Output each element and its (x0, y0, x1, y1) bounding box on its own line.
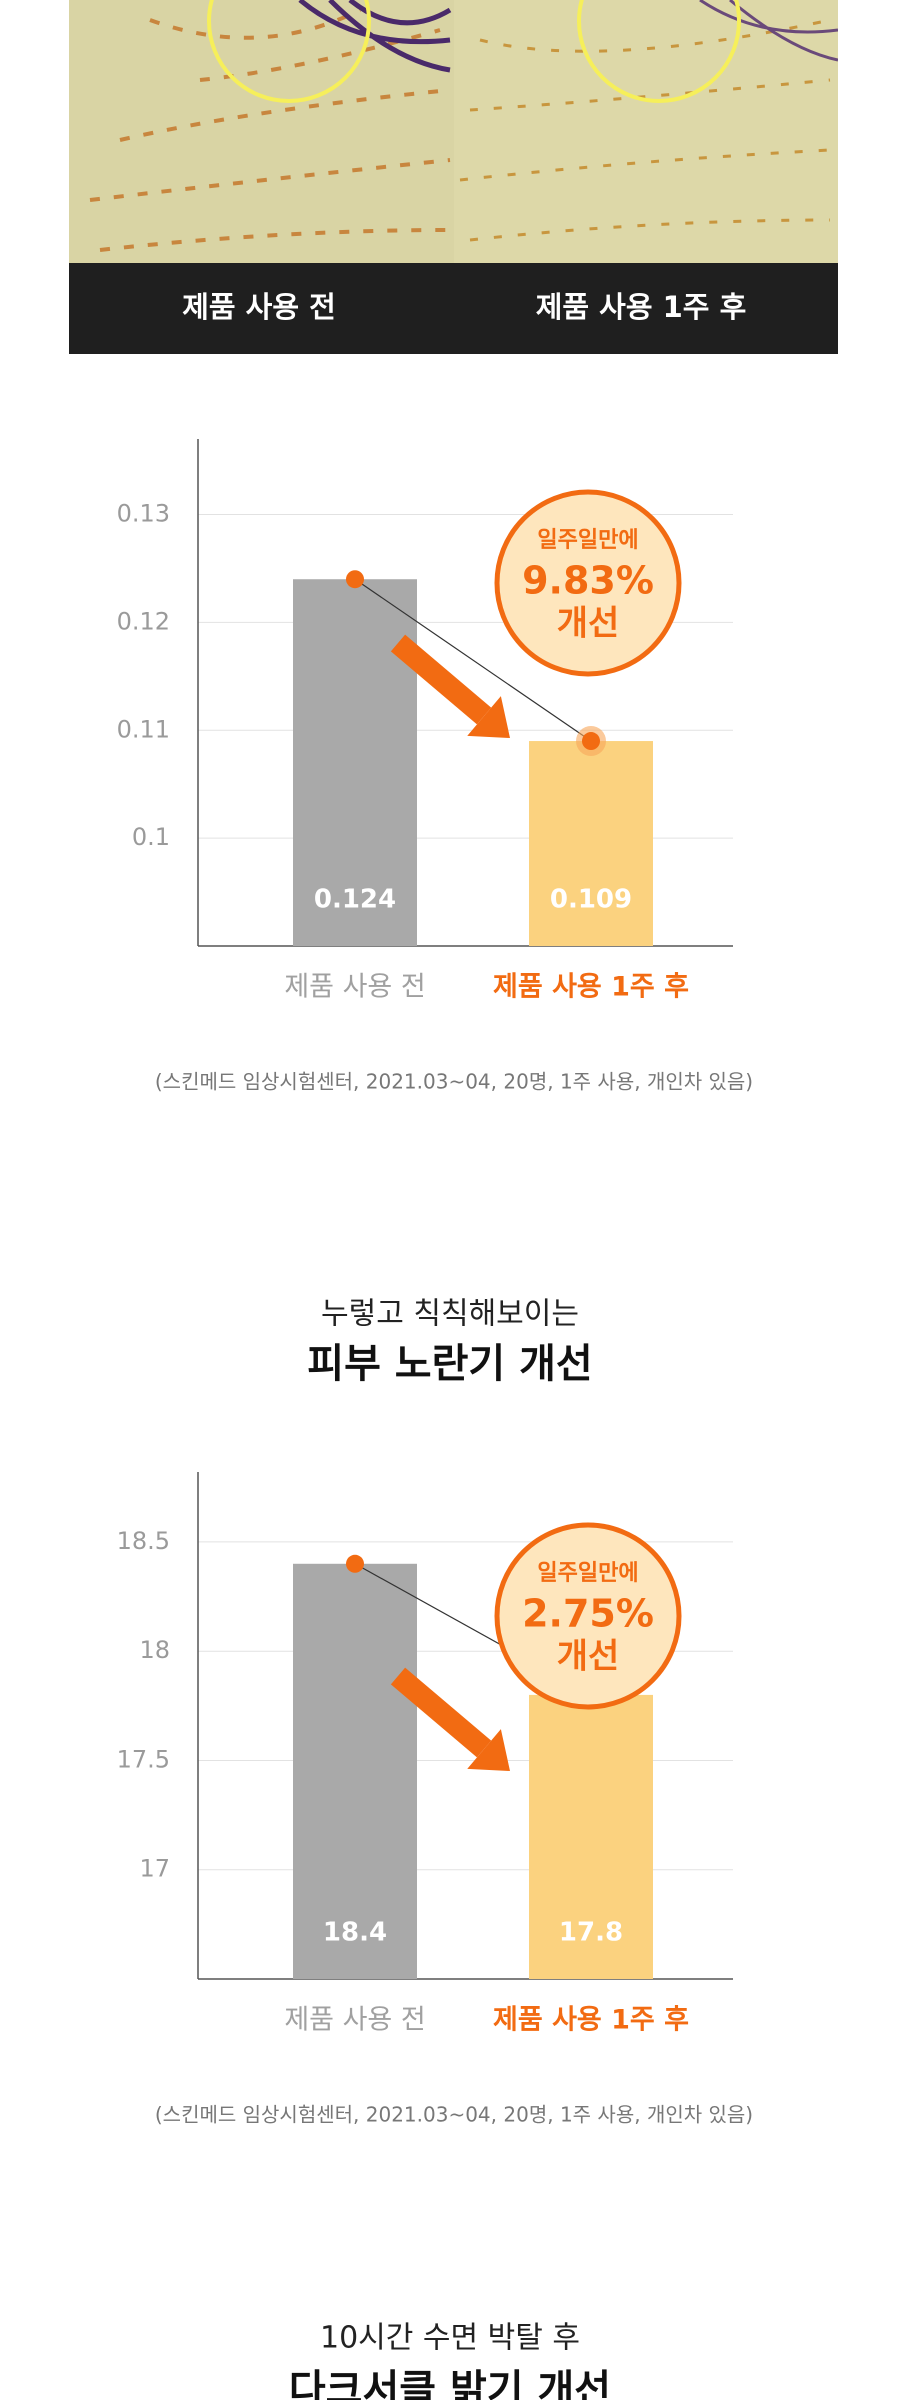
point (582, 732, 600, 751)
y-tick-label: 18.5 (117, 1527, 170, 1555)
x-tick-label: 제품 사용 전 (284, 2005, 425, 2036)
badge-value: 2.75% (522, 1592, 654, 1636)
after-image (454, 0, 838, 263)
caption-band (69, 263, 838, 354)
image-caption: 제품 사용 1주 후 (536, 290, 747, 324)
badge-text: 일주일만에 (537, 528, 638, 553)
arrow-head (467, 696, 510, 738)
badge (494, 489, 682, 677)
section-subtitle: 10시간 수면 박탈 후 (320, 2321, 580, 2356)
point (346, 1554, 364, 1573)
x-tick-label: 제품 사용 전 (284, 972, 425, 1003)
bar (293, 579, 417, 946)
value-label: 0.124 (314, 885, 396, 915)
y-tick-label: 0.1 (132, 823, 170, 851)
point (346, 570, 364, 589)
value-label: 0.109 (550, 885, 632, 915)
bar (293, 1563, 417, 1979)
y-tick-label: 0.11 (117, 715, 170, 743)
y-tick-label: 18 (139, 1636, 170, 1664)
y-tick-label: 17 (139, 1855, 170, 1883)
image-caption: 제품 사용 전 (182, 290, 336, 324)
y-tick-label: 0.13 (117, 500, 170, 528)
badge-text: 개선 (557, 604, 620, 644)
y-tick-label: 0.12 (117, 607, 170, 635)
value-label: 18.4 (323, 1918, 387, 1948)
badge-value: 9.83% (522, 559, 654, 603)
bar (529, 1694, 653, 1979)
arrow-shaft (390, 634, 492, 725)
badge-text: 개선 (557, 1637, 620, 1677)
section-title: 다크서클 밝기 개선 (289, 2367, 611, 2400)
y-tick-label: 17.5 (117, 1745, 170, 1773)
badge-text: 일주일만에 (537, 1561, 638, 1586)
x-tick-label: 제품 사용 1주 후 (493, 2005, 689, 2036)
footnote: (스킨메드 임상시험센터, 2021.03~04, 20명, 1주 사용, 개인… (155, 2103, 753, 2127)
value-label: 17.8 (559, 1918, 623, 1948)
arrow-shaft (390, 1667, 492, 1758)
footnote: (스킨메드 임상시험센터, 2021.03~04, 20명, 1주 사용, 개인… (155, 1070, 753, 1094)
section-title: 피부 노란기 개선 (307, 1341, 592, 1387)
bar (529, 741, 653, 946)
before-image (69, 0, 454, 263)
x-tick-label: 제품 사용 1주 후 (493, 972, 689, 1003)
badge (494, 1522, 682, 1710)
trend-line (354, 578, 592, 742)
section-subtitle: 누렇고 칙칙해보이는 (321, 1297, 579, 1332)
arrow-head (467, 1729, 510, 1771)
